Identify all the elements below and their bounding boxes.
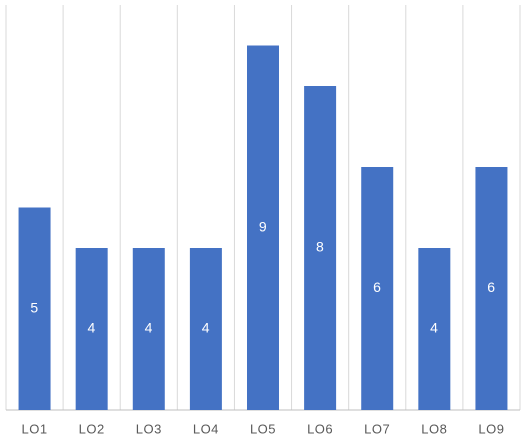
bar xyxy=(247,45,279,410)
bar xyxy=(361,167,394,410)
x-tick-label: LO4 xyxy=(193,421,219,436)
bar xyxy=(418,248,451,410)
bar xyxy=(189,248,222,410)
value-label: 9 xyxy=(259,218,267,234)
bar xyxy=(75,248,108,410)
bar xyxy=(304,86,337,410)
value-label: 8 xyxy=(316,239,324,255)
value-label: 6 xyxy=(487,279,495,295)
x-tick-label: LO1 xyxy=(22,421,48,436)
bar xyxy=(18,207,51,410)
x-tick-label: LO8 xyxy=(421,421,447,436)
value-label: 4 xyxy=(430,320,438,336)
value-label: 4 xyxy=(202,320,210,336)
x-tick-label: LO5 xyxy=(250,421,276,436)
bar xyxy=(475,167,508,410)
value-label: 6 xyxy=(373,279,381,295)
value-label: 4 xyxy=(145,320,153,336)
value-label: 5 xyxy=(30,299,38,315)
x-tick-label: LO2 xyxy=(79,421,105,436)
x-tick-label: LO6 xyxy=(307,421,333,436)
bar xyxy=(132,248,165,410)
x-tick-label: LO7 xyxy=(364,421,390,436)
x-tick-label: LO9 xyxy=(478,421,504,436)
x-tick-label: LO3 xyxy=(136,421,162,436)
value-label: 4 xyxy=(88,320,96,336)
